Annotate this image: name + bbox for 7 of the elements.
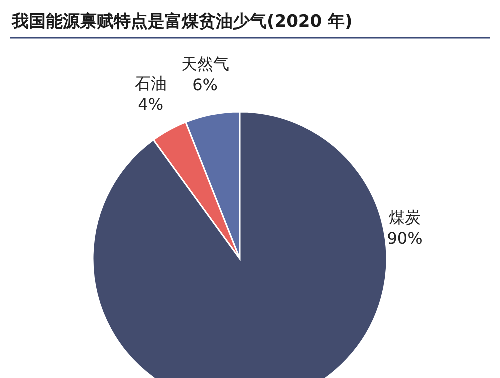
slice-label: 煤炭: [389, 208, 421, 227]
chart-title: 我国能源禀赋特点是富煤贫油少气(2020 年): [11, 12, 353, 32]
data-label: 6%: [192, 75, 218, 94]
data-label: 90%: [387, 229, 423, 248]
slice-label: 天然气: [181, 54, 230, 74]
slice-label: 石油: [134, 74, 167, 93]
data-label: 4%: [138, 94, 164, 114]
